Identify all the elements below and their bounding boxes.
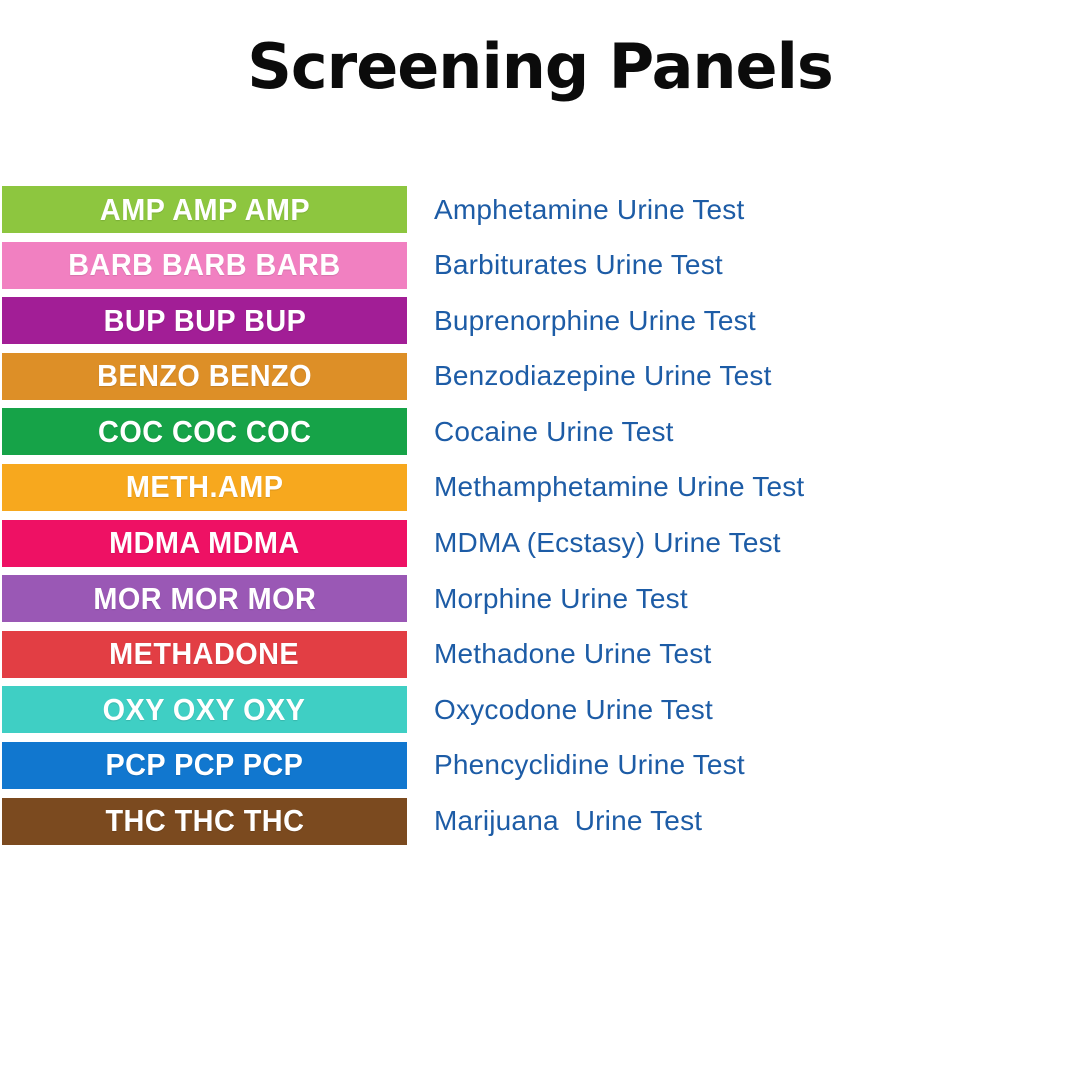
panel-color-band: MOR MOR MOR — [2, 575, 407, 623]
panel-color-band: THC THC THC — [2, 797, 407, 845]
panel-row: THC THC THC Marijuana Urine Test — [2, 797, 804, 845]
panel-color-band: BUP BUP BUP — [2, 297, 407, 345]
panel-band-label: OXY OXY OXY — [103, 691, 306, 727]
panel-band-label: METHADONE — [109, 636, 300, 672]
panel-row: PCP PCP PCP Phencyclidine Urine Test — [2, 741, 804, 789]
panel-test-name: Oxycodone Urine Test — [434, 693, 713, 725]
panel-band-label: MOR MOR MOR — [93, 580, 316, 616]
panel-band-label: COC COC COC — [97, 413, 312, 449]
panel-band-label: METH.AMP — [125, 469, 284, 505]
panel-test-name: Methadone Urine Test — [434, 638, 712, 670]
panel-band-label: PCP PCP PCP — [105, 747, 304, 783]
panel-band-label: THC THC THC — [105, 803, 304, 839]
panel-row: METHADONE Methadone Urine Test — [2, 630, 804, 678]
panel-color-band: METHADONE — [2, 630, 407, 678]
panel-color-band: MDMA MDMA — [2, 519, 407, 567]
panel-band-label: BENZO BENZO — [97, 358, 312, 394]
panel-row: COC COC COC Cocaine Urine Test — [2, 408, 804, 456]
panel-row: MDMA MDMA MDMA (Ecstasy) Urine Test — [2, 519, 804, 567]
panel-row: BENZO BENZO Benzodiazepine Urine Test — [2, 352, 804, 400]
panel-color-band: COC COC COC — [2, 408, 407, 456]
panel-color-band: METH.AMP — [2, 463, 407, 511]
panel-color-band: BARB BARB BARB — [2, 241, 407, 289]
panel-row: OXY OXY OXY Oxycodone Urine Test — [2, 686, 804, 734]
panel-test-name: Phencyclidine Urine Test — [434, 749, 745, 781]
panel-row: AMP AMP AMP Amphetamine Urine Test — [2, 186, 804, 233]
panel-color-band: BENZO BENZO — [2, 352, 407, 400]
panel-test-name: Benzodiazepine Urine Test — [434, 360, 772, 392]
panel-test-name: MDMA (Ecstasy) Urine Test — [434, 527, 781, 559]
panel-test-name: Marijuana Urine Test — [434, 805, 703, 837]
panel-band-label: BARB BARB BARB — [68, 247, 341, 283]
panel-test-name: Buprenorphine Urine Test — [434, 304, 756, 336]
panel-test-name: Morphine Urine Test — [434, 582, 688, 614]
panel-row: MOR MOR MOR Morphine Urine Test — [2, 575, 804, 623]
panel-row: BUP BUP BUP Buprenorphine Urine Test — [2, 297, 804, 345]
panel-row: BARB BARB BARB Barbiturates Urine Test — [2, 241, 804, 289]
panel-band-label: AMP AMP AMP — [99, 191, 310, 227]
panel-color-band: PCP PCP PCP — [2, 741, 407, 789]
panel-test-name: Barbiturates Urine Test — [434, 249, 723, 281]
panel-test-name: Methamphetamine Urine Test — [434, 471, 805, 503]
panel-list: AMP AMP AMP Amphetamine Urine Test BARB … — [2, 186, 804, 845]
panel-color-band: OXY OXY OXY — [2, 686, 407, 734]
page-title: Screening Panels — [247, 30, 834, 103]
panel-color-band: AMP AMP AMP — [2, 186, 407, 233]
panel-band-label: MDMA MDMA — [109, 525, 300, 561]
panel-test-name: Cocaine Urine Test — [434, 415, 674, 447]
panel-band-label: BUP BUP BUP — [103, 302, 306, 338]
panel-test-name: Amphetamine Urine Test — [434, 193, 745, 225]
panel-row: METH.AMP Methamphetamine Urine Test — [2, 463, 805, 511]
